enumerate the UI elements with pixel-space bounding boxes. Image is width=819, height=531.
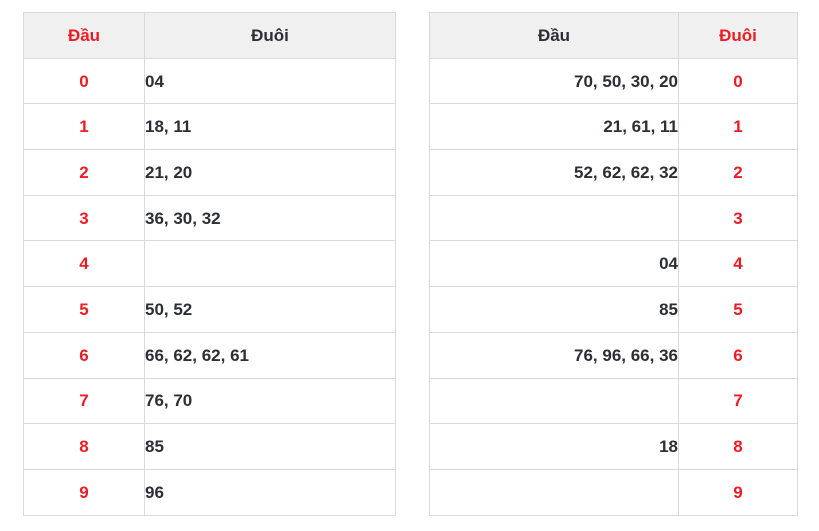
duoi-values: 21, 20 <box>144 149 396 196</box>
dau-digit: 9 <box>23 468 145 516</box>
table-row: 04 4 <box>429 240 798 288</box>
dau-digit: 8 <box>23 423 145 470</box>
table-header-row: Đầu Đuôi <box>23 12 396 59</box>
table-row: 21, 61, 11 1 <box>429 103 798 151</box>
duoi-values: 04 <box>144 57 396 105</box>
dau-digit: 5 <box>23 286 145 333</box>
table-row: 4 <box>23 240 396 288</box>
dau-column-header: Đầu <box>23 12 145 59</box>
dau-values: 18 <box>429 423 679 470</box>
dau-digit: 0 <box>23 57 145 105</box>
dau-digit: 4 <box>23 240 145 288</box>
dau-values <box>429 377 679 425</box>
duoi-column-header: Đuôi <box>678 12 798 59</box>
duoi-statistics-table: Đầu Đuôi 70, 50, 30, 20 0 21, 61, 11 1 5… <box>429 12 798 516</box>
duoi-values: 18, 11 <box>144 103 396 151</box>
dau-digit: 3 <box>23 194 145 242</box>
table-row: 8 85 <box>23 423 396 470</box>
duoi-digit: 3 <box>678 194 798 242</box>
table-row: 18 8 <box>429 423 798 470</box>
table-row: 70, 50, 30, 20 0 <box>429 57 798 105</box>
duoi-digit: 9 <box>678 468 798 516</box>
dau-digit: 6 <box>23 331 145 379</box>
duoi-digit: 4 <box>678 240 798 288</box>
dau-column-header: Đầu <box>429 12 679 59</box>
dau-statistics-table: Đầu Đuôi 0 04 1 18, 11 2 21, 20 3 36, 30… <box>23 12 396 516</box>
dau-values: 21, 61, 11 <box>429 103 679 151</box>
duoi-digit: 5 <box>678 286 798 333</box>
duoi-digit: 2 <box>678 149 798 196</box>
table-row: 9 <box>429 468 798 516</box>
duoi-digit: 1 <box>678 103 798 151</box>
duoi-values: 50, 52 <box>144 286 396 333</box>
duoi-digit: 8 <box>678 423 798 470</box>
table-row: 1 18, 11 <box>23 103 396 151</box>
dau-digit: 7 <box>23 377 145 425</box>
dau-values: 85 <box>429 286 679 333</box>
table-header-row: Đầu Đuôi <box>429 12 798 59</box>
duoi-column-header: Đuôi <box>144 12 396 59</box>
dau-values: 70, 50, 30, 20 <box>429 57 679 105</box>
table-row: 7 <box>429 377 798 425</box>
table-row: 76, 96, 66, 36 6 <box>429 331 798 379</box>
duoi-values <box>144 240 396 288</box>
duoi-values: 36, 30, 32 <box>144 194 396 242</box>
dau-values: 52, 62, 62, 32 <box>429 149 679 196</box>
table-row: 3 36, 30, 32 <box>23 194 396 242</box>
duoi-values: 66, 62, 62, 61 <box>144 331 396 379</box>
table-row: 5 50, 52 <box>23 286 396 333</box>
dau-digit: 1 <box>23 103 145 151</box>
table-row: 2 21, 20 <box>23 149 396 196</box>
duoi-digit: 7 <box>678 377 798 425</box>
duoi-values: 85 <box>144 423 396 470</box>
table-row: 7 76, 70 <box>23 377 396 425</box>
dau-values: 76, 96, 66, 36 <box>429 331 679 379</box>
table-row: 0 04 <box>23 57 396 105</box>
duoi-values: 76, 70 <box>144 377 396 425</box>
dau-values: 04 <box>429 240 679 288</box>
table-row: 9 96 <box>23 468 396 516</box>
table-row: 3 <box>429 194 798 242</box>
table-row: 52, 62, 62, 32 2 <box>429 149 798 196</box>
table-row: 6 66, 62, 62, 61 <box>23 331 396 379</box>
table-row: 85 5 <box>429 286 798 333</box>
dau-values <box>429 468 679 516</box>
duoi-digit: 6 <box>678 331 798 379</box>
duoi-values: 96 <box>144 468 396 516</box>
dau-values <box>429 194 679 242</box>
dau-digit: 2 <box>23 149 145 196</box>
duoi-digit: 0 <box>678 57 798 105</box>
